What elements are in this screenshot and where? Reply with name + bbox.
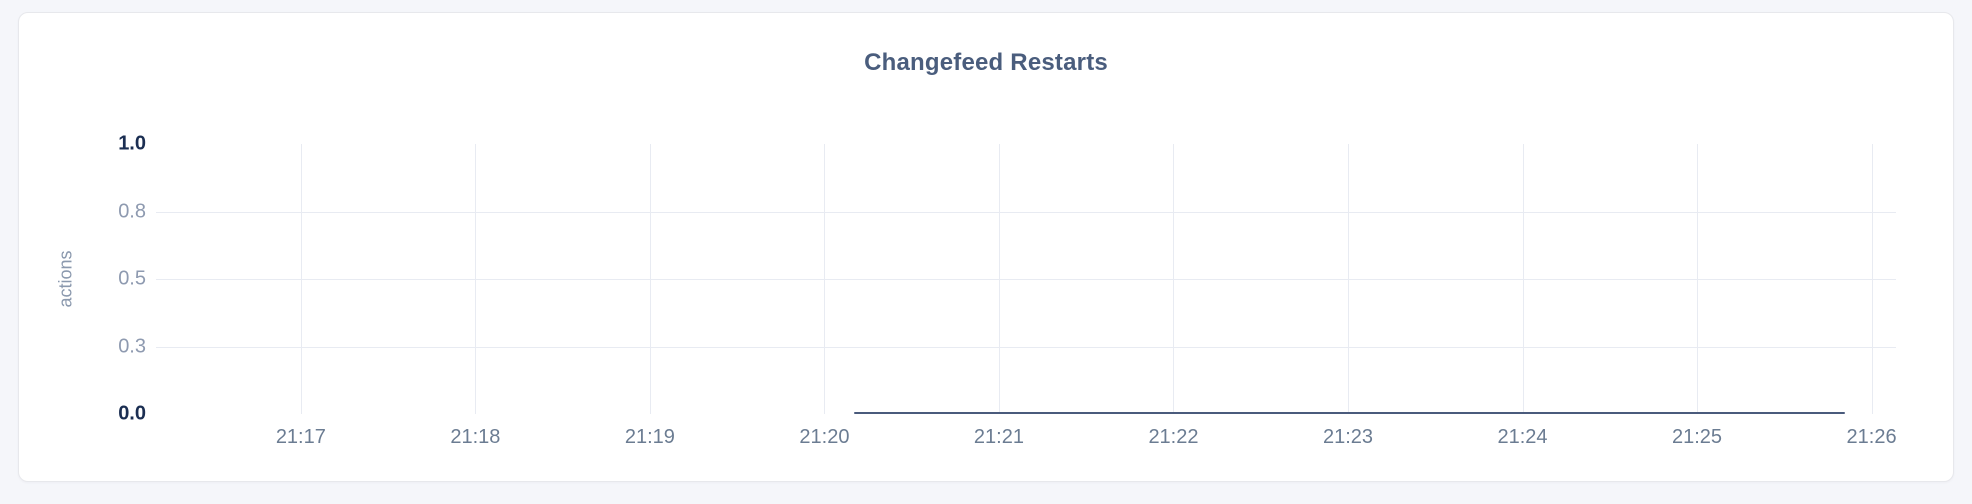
x-tick-label: 21:21 [973,426,1024,448]
x-tick-label: 21:17 [275,426,326,448]
x-tick-label: 21:23 [1322,426,1374,448]
y-tick-label: 1.0 [118,132,146,155]
x-tick-label: 21:20 [799,426,850,448]
horizontal-gridline [156,211,1896,213]
series-line [854,412,1846,414]
y-tick-label: 0.8 [118,200,146,222]
plot-area[interactable] [156,144,1896,414]
x-axis-ticks: 21:17 21:18 21:19 21:20 21:21 21:22 21:23 21:24… [156,414,1897,458]
x-tick-label: 21:26 [1846,426,1897,448]
x-tick-label: 21:24 [1497,426,1548,448]
chart-title: Changefeed Restarts [864,49,1108,76]
horizontal-gridline [156,279,1896,280]
x-tick-label: 21:19 [624,426,675,448]
x-tick-label: 21:22 [1148,426,1199,448]
y-tick-label: 0.5 [118,267,146,290]
y-axis-ticks: 1.0 0.8 0.5 0.3 0.0 [19,133,146,425]
y-tick-label: 0.0 [118,402,146,425]
x-tick-label: 21:25 [1672,426,1723,448]
horizontal-gridline [156,346,1896,348]
y-tick-label: 0.3 [118,335,146,357]
chart-card: Changefeed Restarts actions 1.0 0.8 0.5 0.3… [18,12,1954,482]
x-tick-label: 21:18 [450,426,501,448]
